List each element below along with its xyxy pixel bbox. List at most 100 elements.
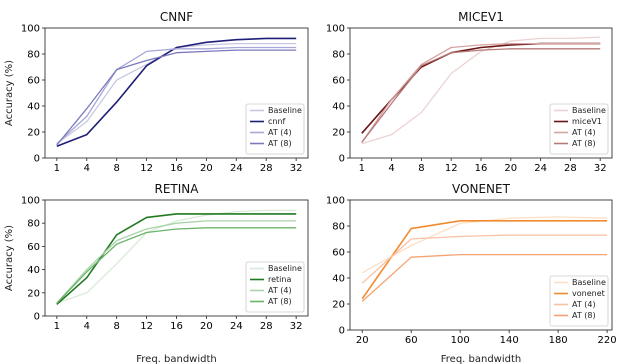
legend-entry: cnnf: [268, 117, 286, 126]
series-line-at-4-: [361, 42, 601, 143]
panel-2: MICEV1 0 20 40 60 80 100 1 4 8 12 16 20 24 28 32 Baselin…: [326, 10, 613, 174]
y-tick-label: 20: [27, 288, 40, 299]
y-tick-label: 40: [332, 274, 345, 285]
x-tick-label: 20: [504, 163, 517, 174]
x-tick-label: 28: [260, 163, 273, 174]
x-tick-label: 24: [230, 321, 243, 332]
x-tick-label: 8: [113, 163, 119, 174]
series-line-at-4-: [56, 220, 297, 304]
x-tick-label: 220: [598, 335, 617, 346]
y-tick-label: 100: [21, 196, 40, 207]
x-axis-label: Freq. bandwidth: [136, 354, 217, 364]
panel-title: CNNF: [160, 10, 193, 24]
legend-entry: Baseline: [268, 106, 302, 115]
series-line-at-8-: [361, 253, 608, 302]
y-tick-label: 40: [27, 265, 40, 276]
y-tick-label: 20: [332, 300, 345, 311]
y-tick-label: 60: [332, 76, 345, 87]
series-line-at-8-: [56, 227, 297, 304]
x-tick-label: 16: [475, 163, 488, 174]
x-tick-label: 20: [200, 163, 213, 174]
legend-entry: AT (8): [572, 139, 596, 148]
y-tick-label: 80: [27, 219, 40, 230]
panel-4: VONENET 0 20 40 60 80 100 20 60 100 140 180 220 Freq.…: [326, 182, 617, 364]
x-axis-label: Freq. bandwidth: [441, 354, 522, 364]
x-tick-label: 4: [388, 163, 394, 174]
y-axis-label: Accuracy (%): [4, 225, 15, 291]
x-tick-label: 12: [140, 163, 153, 174]
x-tick-label: 20: [200, 321, 213, 332]
y-tick-label: 0: [34, 312, 40, 323]
y-tick-label: 60: [27, 242, 40, 253]
legend-entry: AT (4): [572, 300, 596, 309]
x-tick-label: 1: [54, 163, 60, 174]
legend-box: [245, 103, 305, 155]
series-line-baseline: [361, 36, 601, 145]
x-tick-label: 4: [84, 321, 90, 332]
panel-3: RETINA 0 20 40 60 80 100 1 4 8 12 16 20 24 28 32 Accurac…: [4, 182, 309, 364]
series-line-at-8-: [361, 48, 601, 143]
y-tick-label: 60: [27, 76, 40, 87]
legend-box: [245, 261, 305, 313]
legend-box: [549, 103, 609, 155]
y-axis-label: Accuracy (%): [4, 60, 15, 126]
x-tick-label: 32: [290, 163, 303, 174]
y-tick-label: 40: [332, 102, 345, 113]
x-tick-label: 32: [594, 163, 607, 174]
legend-entry: AT (8): [268, 139, 292, 148]
legend: Baseline cnnf AT (4) AT (8): [245, 103, 305, 155]
y-tick-label: 80: [332, 222, 345, 233]
legend: Baseline vonenet AT (4) AT (8): [549, 275, 609, 327]
x-tick-label: 24: [534, 163, 547, 174]
panel-title: MICEV1: [458, 10, 504, 24]
series-line-at-4-: [361, 234, 608, 284]
y-tick-label: 100: [326, 196, 345, 207]
y-tick-label: 100: [21, 24, 40, 35]
x-tick-label: 1: [54, 321, 60, 332]
y-tick-label: 0: [34, 154, 40, 165]
legend-entry: AT (4): [268, 128, 292, 137]
y-tick-label: 20: [332, 128, 345, 139]
legend: Baseline miceV1 AT (4) AT (8): [549, 103, 609, 155]
x-tick-label: 12: [445, 163, 458, 174]
x-tick-label: 4: [84, 163, 90, 174]
series-line-baseline: [56, 209, 297, 304]
y-tick-label: 80: [332, 50, 345, 61]
legend-entry: AT (4): [572, 128, 596, 137]
legend-entry: AT (8): [572, 311, 596, 320]
panel-title: RETINA: [155, 182, 200, 196]
x-tick-label: 20: [356, 335, 369, 346]
x-tick-label: 16: [170, 321, 183, 332]
x-tick-label: 8: [418, 163, 424, 174]
legend-entry: Baseline: [268, 264, 302, 273]
legend-entry: Baseline: [572, 278, 606, 287]
x-tick-label: 12: [140, 321, 153, 332]
legend-entry: Baseline: [572, 106, 606, 115]
y-tick-label: 40: [27, 102, 40, 113]
x-tick-label: 16: [170, 163, 183, 174]
x-tick-label: 1: [359, 163, 365, 174]
x-tick-label: 100: [451, 335, 470, 346]
x-tick-label: 140: [500, 335, 519, 346]
y-tick-label: 100: [326, 24, 345, 35]
x-tick-label: 180: [549, 335, 568, 346]
x-tick-label: 24: [230, 163, 243, 174]
x-tick-label: 28: [564, 163, 577, 174]
panel-1: CNNF 0 20 40 60 80 100 1 4 8 12 16 20 24 28 32 Accuracy …: [4, 10, 309, 174]
x-tick-label: 60: [405, 335, 418, 346]
series-line-vonenet: [361, 220, 608, 300]
y-tick-label: 80: [27, 50, 40, 61]
y-tick-label: 0: [339, 154, 345, 165]
series-line-at-4-: [56, 46, 297, 145]
y-tick-label: 0: [339, 326, 345, 337]
series-line-at-8-: [56, 49, 297, 146]
legend-entry: miceV1: [572, 117, 602, 126]
legend-entry: retina: [268, 275, 291, 284]
legend: Baseline retina AT (4) AT (8): [245, 261, 305, 313]
x-tick-label: 8: [113, 321, 119, 332]
legend-entry: AT (8): [268, 297, 292, 306]
panel-title: VONENET: [452, 182, 511, 196]
series-line-cnnf: [56, 37, 297, 148]
legend-box: [549, 275, 609, 327]
